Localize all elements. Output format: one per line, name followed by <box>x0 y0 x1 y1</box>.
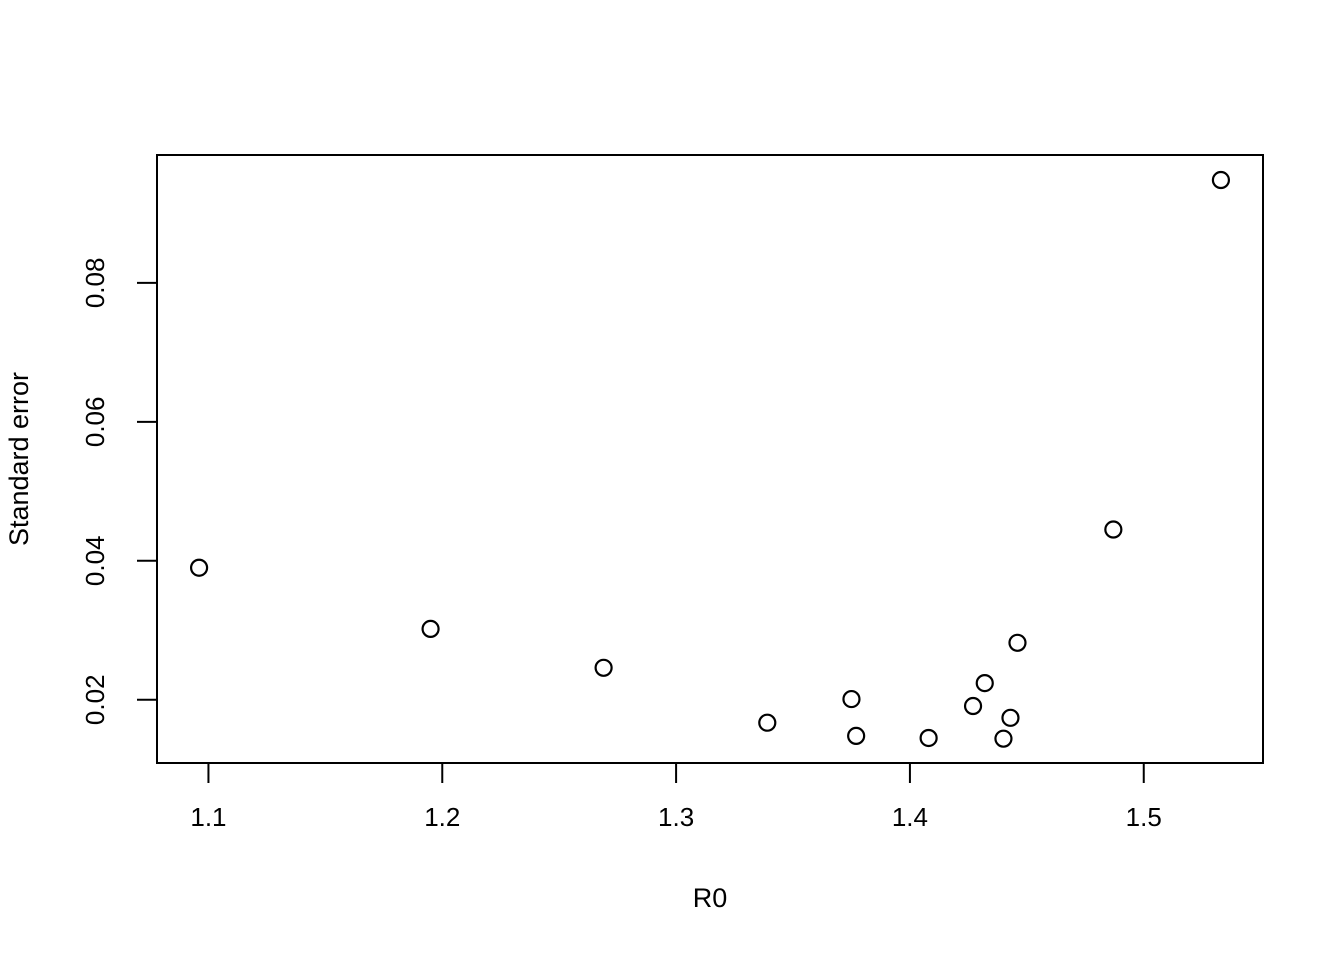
x-axis-tick-label: 1.3 <box>658 802 694 832</box>
y-axis-tick-label: 0.02 <box>80 674 110 725</box>
plot-box <box>156 154 1264 764</box>
x-axis-tick-label: 1.4 <box>892 802 928 832</box>
x-axis: 1.1 1.2 1.3 1.4 1.5 <box>190 763 1162 832</box>
plot-frame <box>156 154 1264 764</box>
data-point <box>1008 633 1027 652</box>
data-point <box>1104 520 1123 539</box>
data-point <box>963 696 983 716</box>
y-axis-tick-label: 0.04 <box>80 535 110 586</box>
x-axis-title: R0 <box>693 883 728 913</box>
data-point <box>421 619 440 638</box>
data-point <box>189 558 209 577</box>
x-axis-tick-label: 1.5 <box>1126 802 1162 832</box>
y-axis: 0.02 0.04 0.06 0.08 <box>80 258 157 725</box>
data-point <box>994 729 1013 748</box>
data-points <box>189 170 1231 748</box>
data-point <box>847 726 866 746</box>
data-point <box>975 673 994 693</box>
x-axis-tick-label: 1.2 <box>424 802 460 832</box>
y-axis-tick-label: 0.06 <box>80 397 110 448</box>
y-axis-tick-label: 0.08 <box>80 258 110 309</box>
y-axis-title: Standard error <box>4 372 34 546</box>
data-point <box>1211 170 1231 190</box>
x-axis-tick-label: 1.1 <box>190 802 226 832</box>
data-point <box>919 728 938 748</box>
data-point <box>842 689 861 709</box>
data-point <box>1001 708 1020 727</box>
data-point <box>594 658 613 677</box>
data-point <box>758 713 777 732</box>
